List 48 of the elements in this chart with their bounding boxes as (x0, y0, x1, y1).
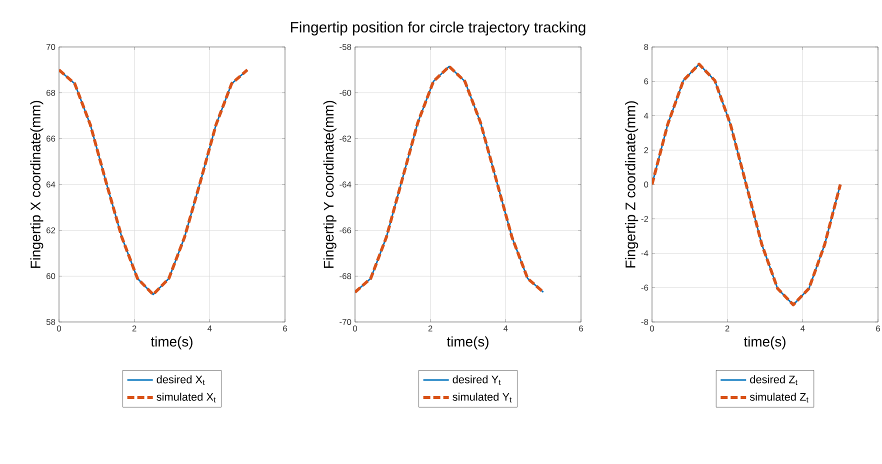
y-tick-label: -68 (340, 273, 352, 280)
y-tick-label: 60 (46, 273, 56, 280)
y-tick-label: -8 (641, 318, 648, 325)
y-axis-title: Fingertip Y coordinate(mm) (323, 100, 336, 268)
y-tick-label: -4 (641, 250, 648, 256)
x-tick-label: 4 (800, 326, 805, 332)
legend-label: simulated Z$_{t}$ (750, 392, 808, 402)
y-tick-label: 62 (46, 227, 56, 234)
x-axis-title: time(s) (744, 336, 786, 350)
x-tick-label: 4 (504, 326, 508, 332)
legend-label: desired Y$_{t}$ (452, 375, 501, 385)
y-tick-label: -6 (641, 284, 648, 291)
x-tick-label: 0 (650, 326, 654, 332)
x-tick-label: 2 (428, 326, 432, 332)
y-tick-label: 8 (644, 44, 648, 50)
y-axis-title: Fingertip Z coordinate(mm) (625, 101, 638, 268)
y-tick-label: -58 (340, 44, 352, 50)
y-tick-label: 64 (46, 181, 56, 188)
chart-title: Fingertip position for circle trajectory tracking (290, 22, 586, 36)
y-tick-label: 70 (46, 44, 56, 50)
x-axis-title: time(s) (446, 336, 488, 350)
y-tick-label: -66 (340, 227, 352, 234)
y-tick-label: -2 (641, 216, 648, 222)
x-tick-label: 2 (725, 326, 730, 332)
y-tick-label: -70 (340, 318, 352, 325)
x-tick-label: 0 (56, 326, 62, 332)
y-tick-label: 68 (46, 90, 56, 96)
legend-label: desired Z$_{t}$ (750, 375, 798, 385)
y-axis-title: Fingertip X coordinate(mm) (30, 100, 44, 268)
y-tick-label: 6 (644, 78, 648, 84)
y-tick-label: -60 (340, 90, 352, 96)
y-tick-label: 58 (46, 318, 56, 325)
y-tick-label: 0 (644, 181, 648, 188)
x-tick-label: 6 (579, 326, 583, 332)
legend-label: simulated X$_{t}$ (156, 392, 216, 402)
legend-label: desired X$_{t}$ (156, 375, 205, 385)
x-tick-label: 4 (208, 326, 212, 332)
x-tick-label: 0 (352, 326, 358, 332)
y-tick-label: -62 (340, 136, 352, 142)
x-tick-label: 2 (132, 326, 136, 332)
legend-label: simulated Y$_{t}$ (452, 392, 512, 402)
y-tick-label: 2 (644, 147, 648, 154)
y-tick-label: 4 (644, 112, 648, 119)
x-tick-label: 6 (283, 326, 287, 332)
x-tick-label: 6 (876, 326, 880, 332)
y-tick-label: -64 (340, 181, 352, 188)
y-tick-label: 66 (46, 136, 56, 142)
x-axis-title: time(s) (150, 336, 192, 350)
